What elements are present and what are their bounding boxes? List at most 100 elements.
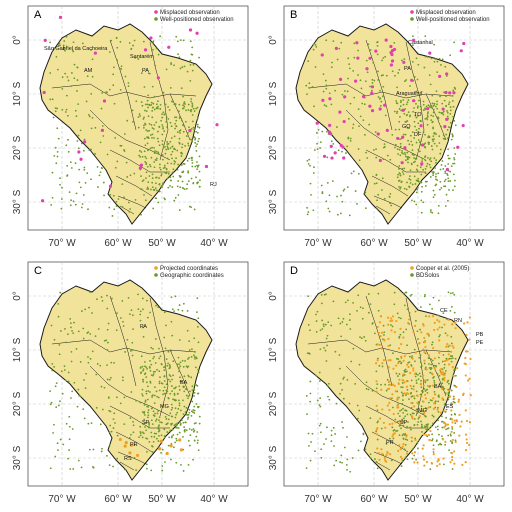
y-tick-label: 20° S — [12, 135, 23, 160]
point-primary — [432, 397, 435, 400]
point-secondary — [401, 59, 403, 62]
point-secondary — [183, 426, 186, 429]
point-secondary — [152, 414, 155, 417]
point-primary — [464, 433, 468, 436]
point-secondary — [424, 390, 427, 392]
point-primary — [440, 373, 443, 376]
point-primary — [423, 379, 426, 382]
point-secondary — [455, 374, 457, 377]
point-secondary — [449, 109, 452, 112]
point-secondary — [172, 433, 175, 436]
point-secondary — [410, 379, 413, 382]
y-tick-label: 30° S — [268, 445, 279, 470]
point-secondary — [413, 107, 415, 109]
point-secondary — [417, 180, 420, 183]
point-secondary — [427, 116, 429, 118]
point-secondary — [416, 410, 419, 413]
point-secondary — [365, 381, 368, 384]
point-secondary — [132, 420, 134, 423]
point-secondary — [90, 49, 92, 51]
point-secondary — [414, 360, 416, 363]
point-secondary — [187, 103, 190, 106]
legend-swatch — [154, 273, 158, 277]
point-secondary — [410, 440, 413, 443]
point-secondary — [151, 116, 154, 119]
point-secondary — [195, 422, 197, 424]
point-secondary — [416, 164, 419, 167]
point-secondary — [345, 464, 348, 466]
point-primary — [195, 31, 199, 35]
point-primary — [391, 393, 394, 396]
point-primary — [380, 331, 384, 334]
point-secondary — [148, 422, 150, 425]
point-secondary — [72, 41, 75, 44]
point-secondary — [396, 86, 398, 89]
point-secondary — [50, 324, 53, 327]
point-secondary — [188, 126, 190, 129]
point-secondary — [153, 108, 156, 111]
point-secondary — [149, 147, 152, 150]
point-primary — [443, 125, 447, 129]
point-secondary — [441, 58, 444, 61]
point-secondary — [193, 395, 195, 397]
point-secondary — [69, 322, 72, 325]
point-secondary — [424, 407, 427, 409]
point-secondary — [371, 390, 374, 392]
point-secondary — [375, 148, 377, 151]
point-secondary — [148, 423, 151, 426]
point-secondary — [80, 466, 83, 469]
point-primary — [388, 387, 391, 390]
point-secondary — [411, 44, 414, 47]
point-secondary — [414, 375, 417, 378]
point-secondary — [188, 205, 191, 208]
point-secondary — [67, 114, 69, 117]
x-tick-label: 60° W — [104, 494, 132, 505]
point-secondary — [84, 182, 87, 184]
point-secondary — [449, 180, 452, 182]
point-secondary — [108, 51, 111, 53]
point-secondary — [308, 86, 311, 89]
point-secondary — [346, 145, 349, 148]
point-primary — [466, 441, 469, 445]
point-primary — [453, 450, 456, 453]
point-secondary — [414, 183, 417, 185]
point-secondary — [357, 172, 360, 175]
point-secondary — [191, 162, 194, 164]
point-secondary — [414, 125, 416, 128]
point-secondary — [63, 365, 66, 367]
point-secondary — [144, 122, 146, 125]
point-secondary — [53, 338, 56, 341]
point-primary — [414, 438, 417, 442]
point-secondary — [328, 398, 331, 401]
panel-letter: A — [34, 9, 42, 21]
point-secondary — [453, 311, 456, 314]
point-secondary — [185, 406, 188, 409]
point-secondary — [137, 308, 140, 311]
point-secondary — [430, 425, 433, 428]
point-secondary — [413, 120, 416, 123]
point-primary — [413, 451, 417, 454]
point-secondary — [187, 109, 190, 111]
point-primary — [412, 99, 416, 103]
point-secondary — [88, 306, 90, 309]
point-secondary — [434, 167, 436, 169]
point-secondary — [70, 85, 73, 88]
point-secondary — [428, 401, 430, 404]
point-secondary — [137, 116, 140, 119]
point-secondary — [133, 39, 136, 42]
point-secondary — [323, 443, 325, 446]
point-secondary — [142, 40, 145, 43]
point-secondary — [328, 92, 331, 95]
point-secondary — [339, 461, 342, 463]
point-secondary — [112, 84, 115, 87]
point-secondary — [430, 145, 433, 147]
point-secondary — [62, 443, 65, 446]
point-primary — [412, 388, 415, 391]
point-secondary — [161, 154, 164, 156]
point-secondary — [170, 320, 173, 323]
point-primary — [422, 458, 425, 461]
point-secondary — [404, 120, 407, 123]
point-secondary — [430, 57, 433, 60]
point-secondary — [438, 188, 441, 191]
point-secondary — [54, 146, 57, 149]
